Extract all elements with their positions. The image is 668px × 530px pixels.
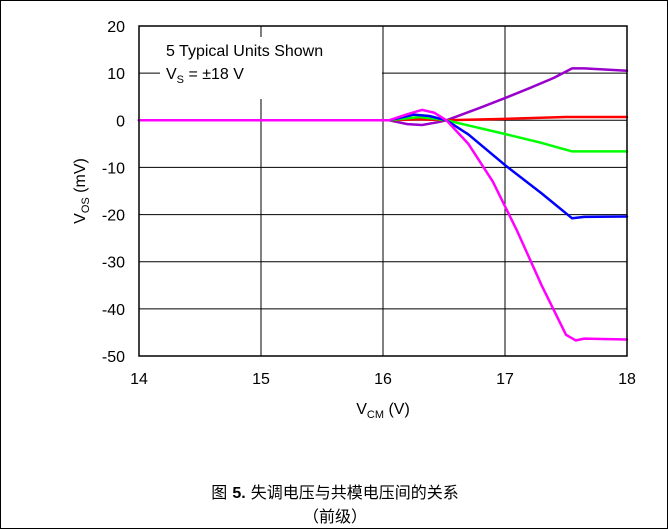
x-tick-label: 18 [618,371,636,388]
series-line-4 [137,113,629,220]
series-lines [137,67,629,342]
y-axis-label: VOS (mV) [72,158,92,224]
tick-labels: 20 10 0 -10 -20 -30 -40 -50 14 15 16 17 18 [102,19,636,388]
y-tick-label: -50 [102,349,125,366]
annotation-background [160,37,382,99]
y-tick-label: -10 [102,160,125,177]
figure-caption: 图 5. 失调电压与共模电压间的关系 [211,483,459,502]
y-tick-label: 20 [107,19,125,36]
figure-caption-line-2: （前级） [302,507,367,526]
annotation: 5 Typical Units Shown VS = ±18 V [160,37,382,99]
plot-border [138,25,628,357]
y-tick-label: -30 [102,255,125,272]
series-line-5 [137,108,629,342]
y-tick-label: 0 [116,113,125,130]
x-tick-label: 16 [374,371,392,388]
y-tick-label: -20 [102,208,125,225]
x-tick-label: 14 [130,371,148,388]
annotation-line-1: 5 Typical Units Shown [166,43,323,60]
y-tick-label: 10 [107,66,125,83]
y-tick-label: -40 [102,302,125,319]
x-tick-label: 15 [252,371,270,388]
annotation-line-2: VS = ±18 V [166,66,244,86]
series-line-1 [137,67,629,127]
x-tick-label: 17 [496,371,514,388]
x-axis-label: VCM (V) [356,401,410,421]
